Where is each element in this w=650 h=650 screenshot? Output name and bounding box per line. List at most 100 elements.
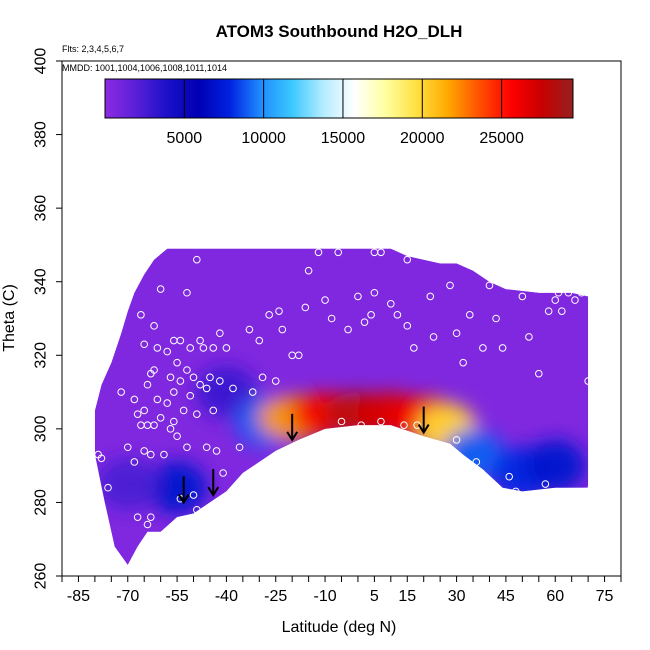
obs-point	[377, 248, 385, 257]
obs-point	[479, 344, 487, 352]
obs-point	[459, 358, 467, 367]
obs-point	[558, 307, 566, 315]
arrow-head	[207, 486, 220, 497]
obs-point	[130, 458, 139, 466]
obs-point	[202, 384, 211, 393]
chart-title: ATOM3 Southbound H2O_DLH	[216, 22, 463, 41]
obs-point	[577, 288, 586, 297]
colorbar-tick-label: 10000	[241, 130, 286, 147]
colorbar-tick-label: 20000	[400, 130, 445, 147]
obs-point	[564, 288, 573, 297]
obs-point	[143, 520, 152, 529]
obs-point	[117, 388, 125, 396]
obs-point	[551, 296, 560, 304]
obs-point	[179, 406, 188, 415]
observation-points	[91, 248, 596, 529]
arrows	[177, 406, 430, 505]
y-tick-label: 320	[33, 342, 50, 369]
x-tick-label: 15	[398, 588, 416, 605]
obs-point	[452, 329, 461, 338]
obs-point	[426, 292, 435, 301]
obs-point	[403, 255, 412, 264]
colorbar-tick-label: 15000	[321, 130, 366, 147]
obs-point	[344, 325, 352, 334]
obs-point	[571, 296, 579, 304]
y-tick-label: 280	[33, 489, 50, 516]
x-tick-label: 60	[546, 588, 564, 605]
obs-point	[314, 248, 323, 257]
down-arrow	[417, 406, 430, 435]
obs-point	[534, 369, 543, 378]
obs-point	[216, 329, 224, 338]
obs-point	[387, 299, 395, 308]
y-axis-label: Theta (C)	[1, 284, 18, 352]
obs-point	[538, 285, 546, 293]
flights-note: Flts: 2,3,4,5,6,7	[62, 44, 124, 54]
down-arrow	[207, 469, 220, 497]
obs-point	[452, 436, 461, 444]
down-arrow	[177, 476, 190, 505]
colorbar-bar	[104, 78, 574, 119]
obs-point	[160, 450, 168, 459]
x-tick-label: -70	[116, 588, 139, 605]
obs-point	[137, 311, 145, 319]
y-tick-label: 300	[33, 415, 50, 442]
obs-point	[271, 377, 280, 385]
obs-point	[153, 344, 162, 352]
x-tick-label: -85	[67, 588, 90, 605]
obs-point	[150, 322, 158, 330]
obs-point	[170, 417, 178, 426]
obs-point	[446, 281, 454, 290]
arrow-head	[417, 424, 430, 435]
obs-point	[255, 336, 264, 345]
obs-point	[173, 358, 181, 367]
x-tick-label: -40	[215, 588, 238, 605]
obs-point	[367, 311, 375, 319]
down-arrow	[286, 413, 299, 442]
obs-point	[294, 351, 303, 360]
obs-point	[183, 443, 191, 452]
obs-point	[222, 344, 231, 352]
obs-point	[173, 432, 181, 441]
obs-point	[554, 288, 563, 297]
obs-point	[176, 377, 185, 385]
obs-point	[133, 513, 142, 521]
obs-point	[518, 292, 527, 301]
obs-point	[183, 288, 191, 297]
x-tick-label: -55	[166, 588, 189, 605]
obs-point	[498, 344, 507, 352]
obs-point	[163, 347, 172, 356]
obs-point	[156, 285, 165, 293]
moist-patch	[525, 439, 586, 492]
obs-point	[403, 322, 412, 330]
moist-patch	[147, 461, 208, 514]
obs-point	[357, 421, 366, 429]
obs-point	[156, 414, 165, 422]
dates-note: MMDD: 1001,1004,1006,1008,1011,1014	[62, 63, 227, 73]
y-tick-label: 260	[33, 563, 50, 590]
obs-point	[193, 410, 201, 418]
obs-point	[206, 373, 214, 382]
obs-point	[544, 307, 553, 315]
obs-point	[150, 366, 158, 374]
obs-point	[97, 454, 106, 463]
colorbar: 5000 10000 15000 20000 25000	[104, 78, 574, 147]
obs-point	[196, 336, 204, 345]
obs-point	[511, 487, 520, 496]
obs-point	[123, 443, 132, 452]
obs-point	[196, 380, 204, 389]
obs-point	[209, 406, 218, 415]
obs-point	[163, 399, 172, 407]
obs-point	[219, 469, 227, 477]
obs-point	[248, 388, 257, 396]
obs-point	[193, 505, 201, 514]
x-axis: -85 -70 -55 -40 -25 -10 5 15 30 45 60 75	[61, 576, 622, 605]
y-tick-label: 400	[33, 48, 50, 75]
obs-point	[130, 395, 139, 404]
obs-point	[104, 483, 112, 492]
x-tick-label: -25	[264, 588, 287, 605]
obs-point	[133, 410, 142, 418]
obs-point	[393, 311, 402, 319]
obs-point	[140, 447, 149, 455]
